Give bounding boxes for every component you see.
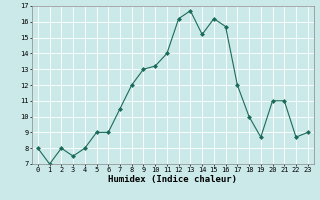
- X-axis label: Humidex (Indice chaleur): Humidex (Indice chaleur): [108, 175, 237, 184]
